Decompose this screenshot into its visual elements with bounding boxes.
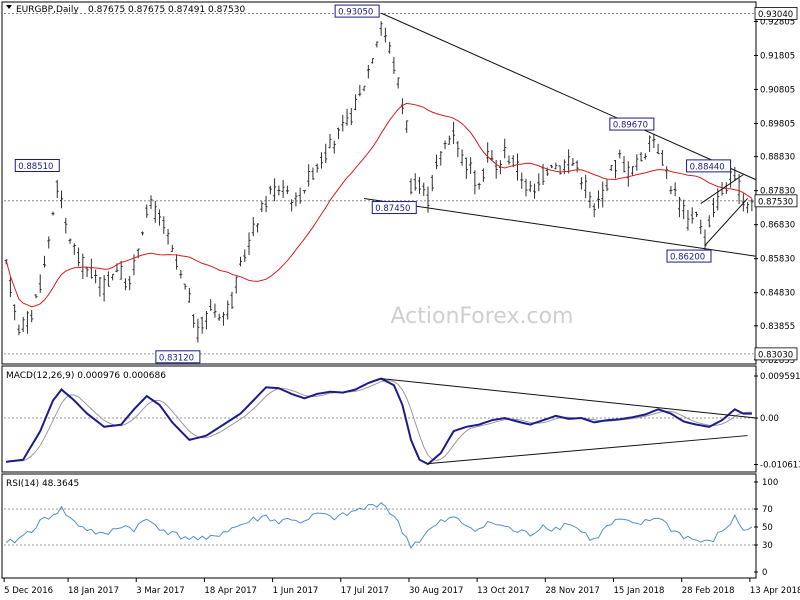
price-trendline	[700, 174, 744, 204]
macd-tick-label: 0.00	[760, 414, 779, 424]
price-levels: 0.93040 0.87530 0.83030	[4, 7, 798, 361]
rsi-tick-label: 30	[762, 541, 773, 551]
moving-average	[5, 102, 753, 308]
price-tick-label: 0.92805	[760, 17, 795, 27]
x-tick-label: 18 Apr 2017	[204, 586, 257, 596]
price-tick-label: 0.91805	[760, 51, 795, 61]
price-trendlines	[364, 12, 757, 257]
x-tick-label: 15 Jan 2018	[614, 586, 665, 596]
price-annotation-box	[334, 4, 380, 18]
price-annotation-box	[155, 350, 201, 364]
price-level-label: 0.83030	[758, 350, 793, 360]
header-close: 0.87530	[208, 5, 245, 15]
price-trendline	[704, 198, 748, 246]
macd-label: MACD(12,26,9) 0.000976 0.000686	[6, 371, 166, 381]
macd-tick-label: -0.010613	[760, 461, 800, 471]
price-annotation-label: 0.88510	[18, 162, 53, 172]
price-annotation-label: 0.89670	[613, 121, 648, 131]
x-tick-label: 28 Nov 2017	[545, 586, 599, 596]
macd-tick-label: 0.009591	[760, 372, 800, 382]
price-tick-label: 0.83855	[760, 322, 795, 332]
x-tick-label: 28 Feb 2018	[682, 586, 735, 596]
price-level-label: 0.93040	[758, 10, 793, 20]
rsi-tick-label: 70	[762, 505, 773, 515]
price-level-box	[754, 347, 798, 361]
macd-line	[5, 377, 752, 466]
price-annotation-box	[666, 249, 712, 263]
price-tick-label: 0.90805	[760, 85, 795, 95]
price-tick-label: 0.84830	[760, 289, 795, 299]
price-tick-label: 0.88830	[760, 153, 795, 163]
price-annotation-label: 0.86200	[670, 253, 705, 263]
price-panel-frame	[1, 1, 757, 365]
symbol-label: EURGBP,Daily	[16, 5, 79, 15]
x-tick-label: 30 Aug 2017	[409, 586, 463, 596]
x-axis: 5 Dec 2016 18 Jan 2017 3 Mar 2017 18 Apr 20…	[3, 578, 800, 596]
price-annotation-box	[609, 117, 655, 131]
price-axis: 0.92805 0.91805 0.90805 0.89805 0.88830 0.878…	[754, 17, 795, 366]
rsi-tick-label: 0	[762, 568, 767, 578]
price-annotation-label: 0.83120	[159, 353, 194, 363]
header-low: 0.87491	[168, 5, 205, 15]
price-annotation-box	[14, 159, 60, 173]
price-tick-label: 0.89805	[760, 119, 795, 129]
price-level-box	[754, 7, 798, 20]
chart-header: EURGBP,Daily 0.87675 0.87675 0.87491 0.8…	[6, 5, 245, 15]
header-high: 0.87675	[128, 5, 165, 15]
x-tick-label: 18 Jan 2017	[68, 586, 119, 596]
macd-trendline	[427, 435, 748, 465]
price-annotations: 0.93050 0.88510 0.87450 0.89670 0.88440 0.862…	[14, 4, 732, 364]
rsi-panel-frame	[1, 473, 757, 579]
price-tick-label: 0.82855	[760, 356, 795, 366]
x-tick-label: 5 Dec 2016	[4, 586, 53, 596]
macd-lines	[4, 377, 757, 466]
macd-panel-frame	[1, 365, 757, 473]
x-tick-label: 3 Mar 2017	[136, 586, 184, 596]
x-tick-label: 13 Apr 2018	[750, 586, 800, 596]
price-annotation-label: 0.87450	[375, 204, 410, 214]
price-tick-label: 0.86830	[760, 221, 795, 231]
watermark: ActionForex.com	[391, 304, 574, 329]
header-open: 0.87675	[88, 5, 125, 15]
price-annotation-box	[371, 201, 417, 215]
rsi-tick-label: 100	[762, 478, 778, 488]
rsi-line	[5, 502, 753, 550]
price-level-box	[754, 194, 798, 208]
x-tick-label: 13 Oct 2017	[477, 586, 530, 596]
macd-trendline	[381, 378, 757, 419]
price-trendline	[364, 197, 757, 257]
price-annotation-label: 0.88440	[690, 162, 725, 172]
price-trendline	[380, 12, 757, 181]
macd-signal-line	[6, 380, 752, 463]
collapse-triangle-icon	[6, 5, 12, 9]
price-tick-label: 0.87830	[760, 187, 795, 197]
price-level-label: 0.87530	[758, 197, 793, 207]
price-annotation-label: 0.93050	[338, 8, 373, 18]
price-annotation-box	[686, 159, 732, 173]
rsi-axis: 100 70 50 30 0	[754, 478, 778, 578]
x-tick-label: 17 Jul 2017	[341, 586, 389, 596]
price-tick-label: 0.85830	[760, 255, 795, 265]
moving-average-line	[5, 102, 753, 308]
rsi-label: RSI(14) 48.3645	[6, 479, 79, 489]
rsi-lines	[4, 502, 754, 550]
rsi-tick-label: 50	[762, 523, 773, 533]
x-tick-label: 1 Jun 2017	[273, 586, 319, 596]
